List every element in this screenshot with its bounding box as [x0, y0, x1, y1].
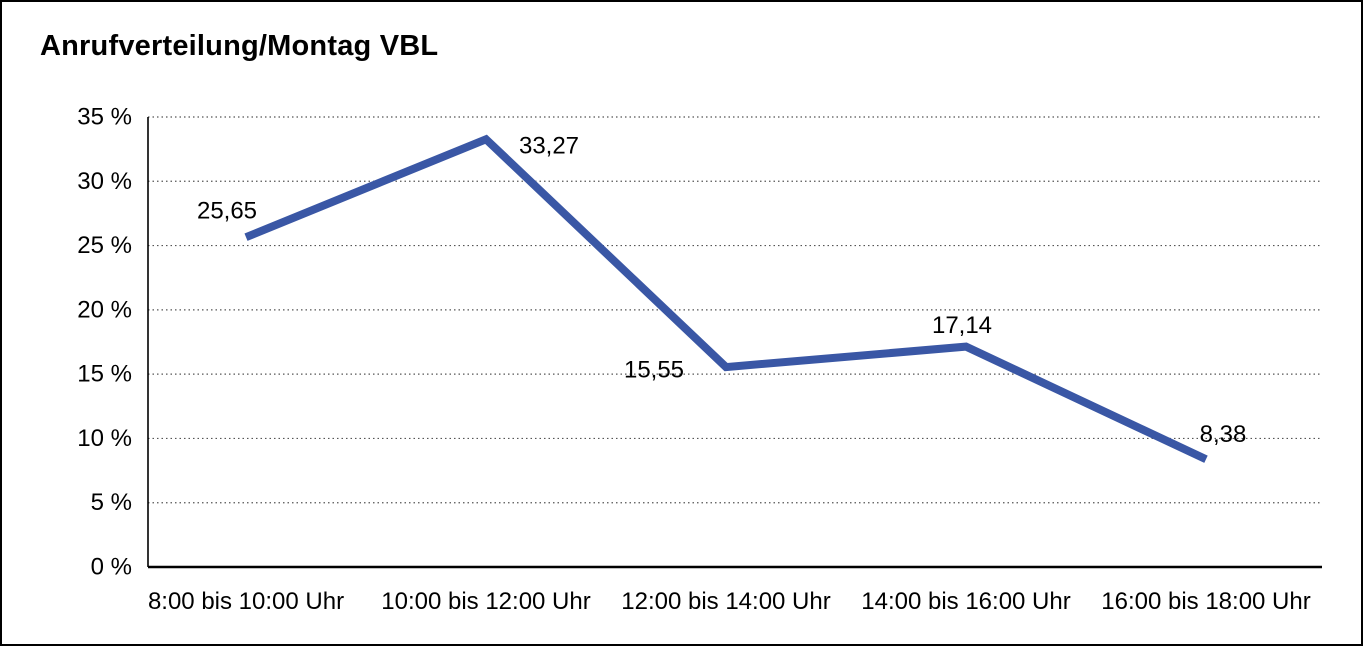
x-tick-label: 14:00 bis 16:00 Uhr [861, 588, 1070, 615]
data-label: 8,38 [1200, 421, 1247, 448]
y-tick-label: 20 % [77, 296, 132, 323]
data-label: 25,65 [197, 198, 257, 225]
chart-line [244, 134, 1208, 463]
y-tick-label: 35 % [77, 104, 132, 131]
y-tick-label: 30 % [77, 168, 132, 195]
data-label: 15,55 [624, 357, 684, 384]
data-label: 17,14 [932, 312, 992, 339]
x-tick-label: 8:00 bis 10:00 Uhr [148, 588, 344, 615]
x-tick-label: 12:00 bis 14:00 Uhr [621, 588, 830, 615]
y-tick-label: 15 % [77, 361, 132, 388]
y-tick-label: 10 % [77, 425, 132, 452]
y-tick-label: 5 % [91, 489, 132, 516]
chart-title: Anrufverteilung/Montag VBL [40, 30, 439, 62]
x-tick-label: 16:00 bis 18:00 Uhr [1101, 588, 1310, 615]
y-tick-label: 0 % [91, 554, 132, 581]
y-tick-label: 25 % [77, 232, 132, 259]
x-tick-label: 10:00 bis 12:00 Uhr [381, 588, 590, 615]
data-label: 33,27 [519, 133, 579, 160]
